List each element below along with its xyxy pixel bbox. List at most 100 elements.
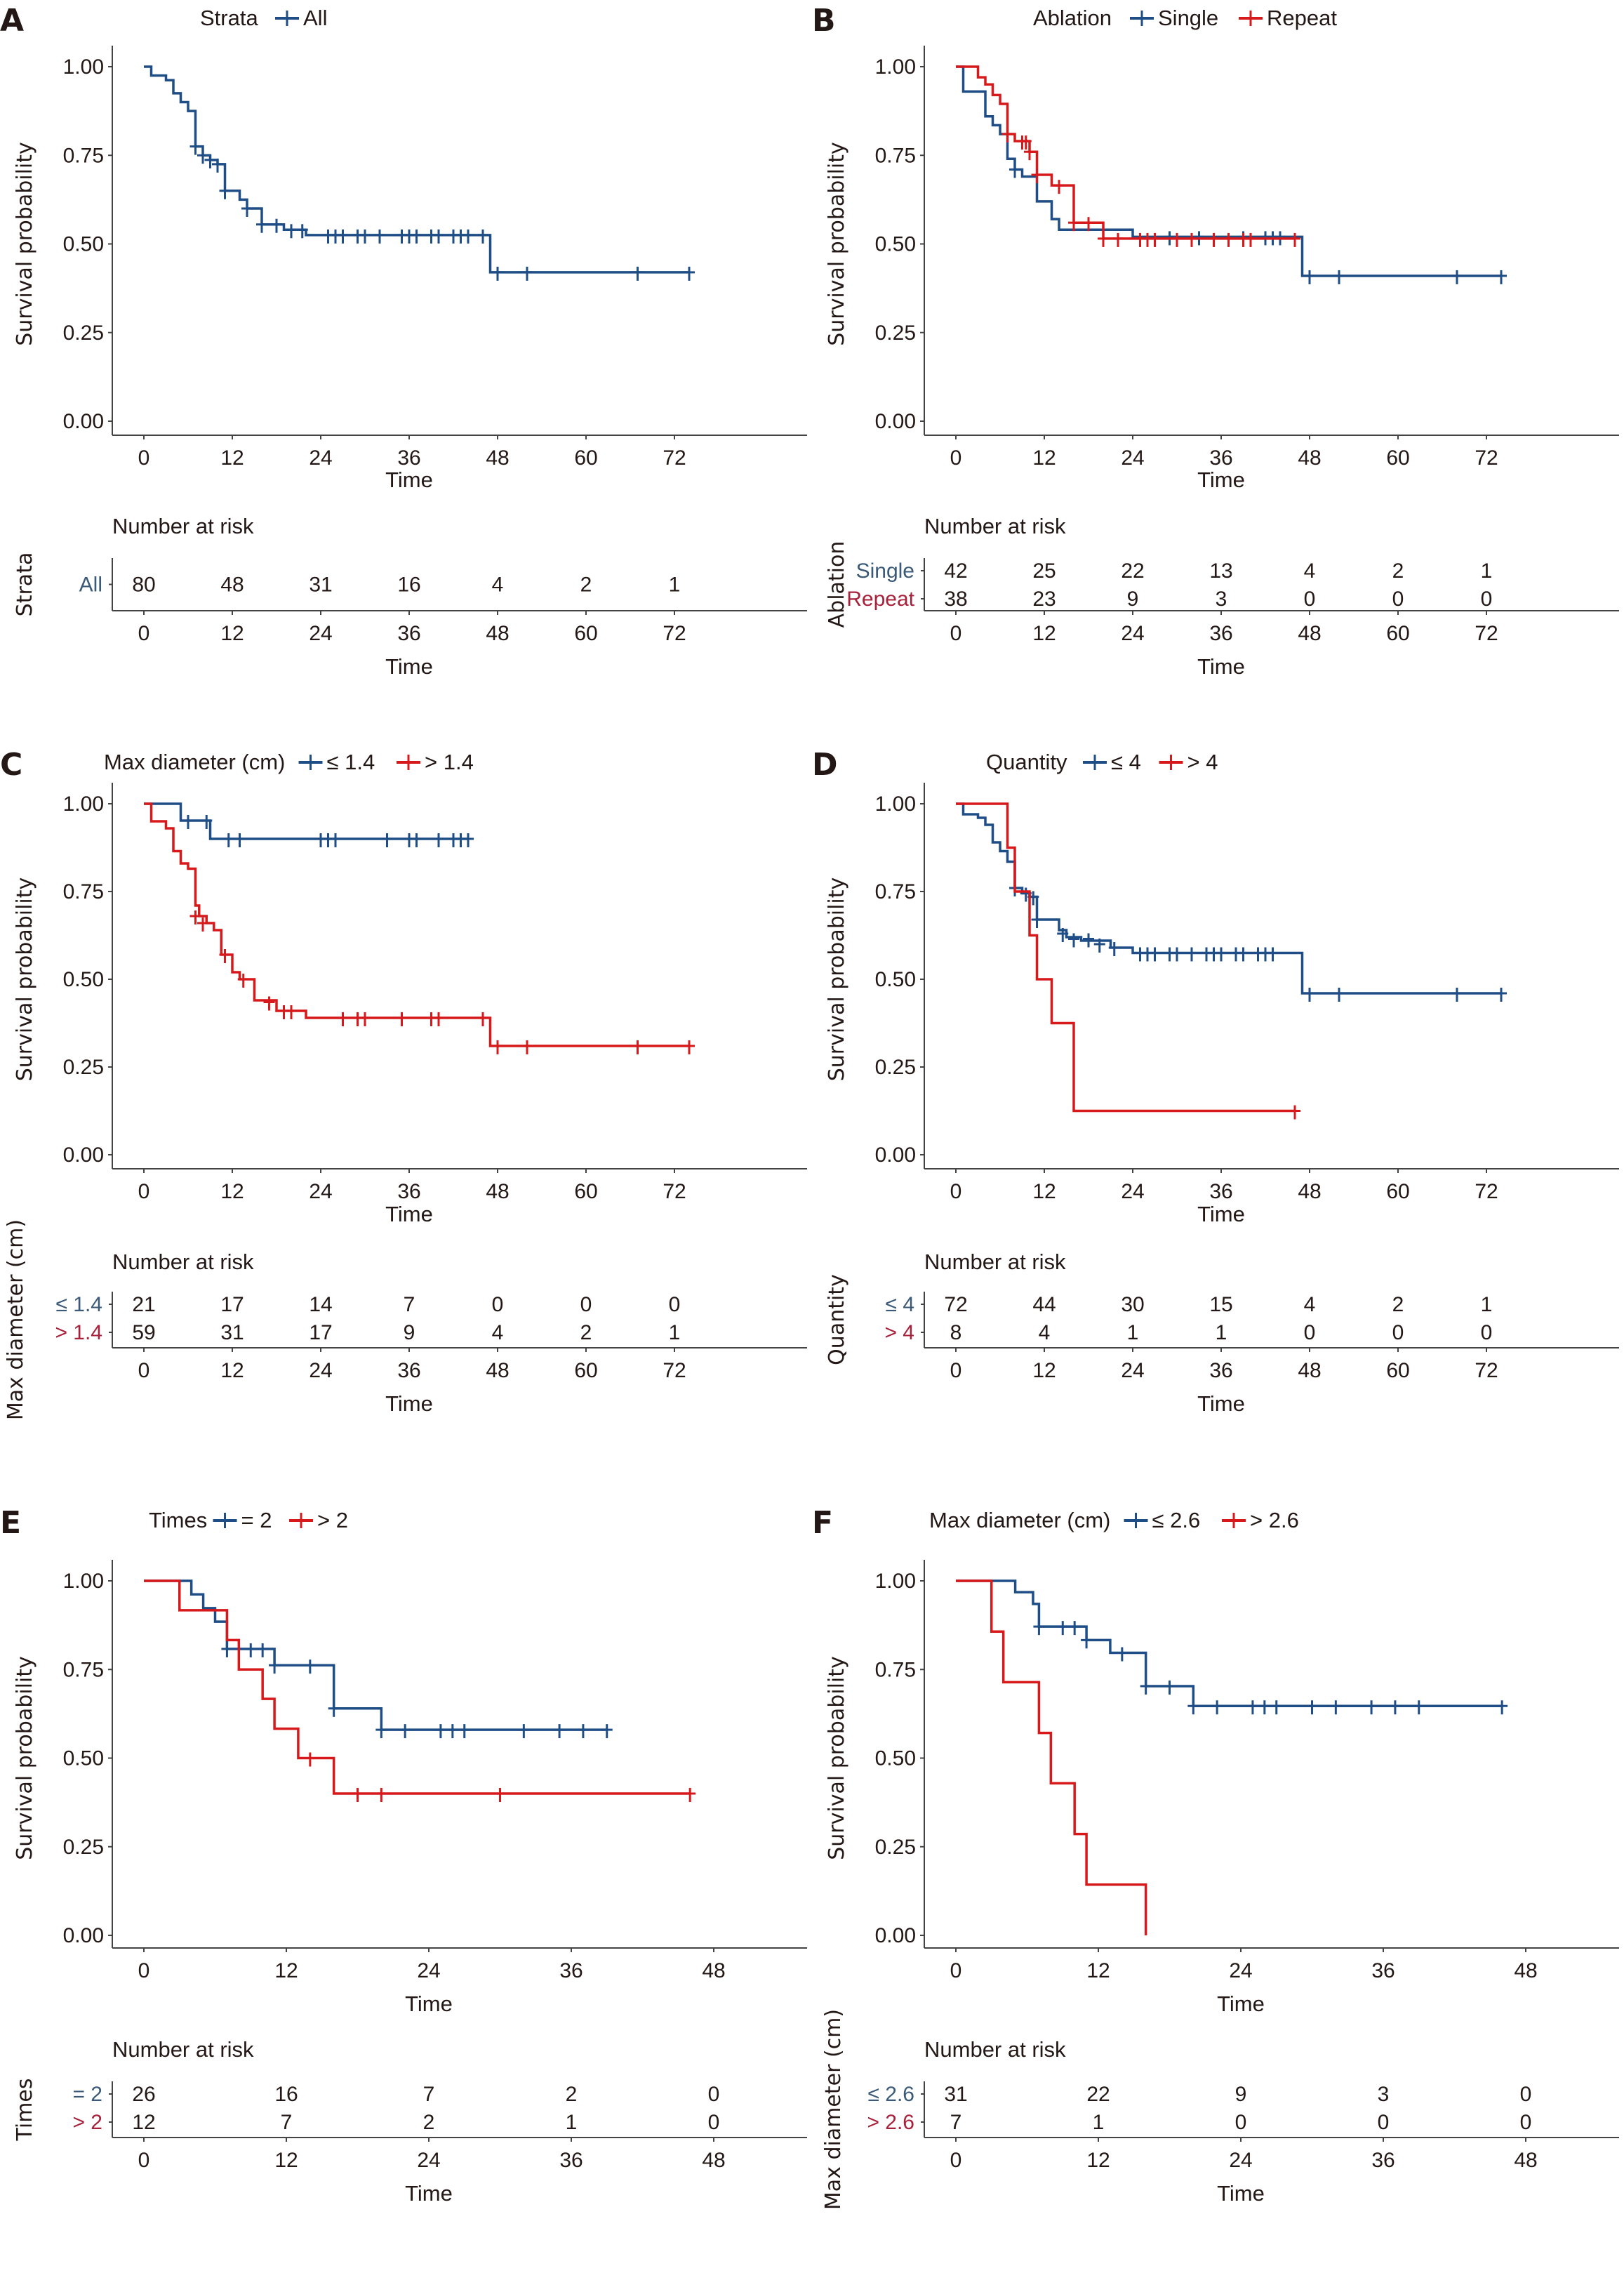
panel-a: A Strata All 0.00 0.25 0.50 0.75 1.00 0 12 24 36 48 6…	[0, 0, 812, 702]
risk-value: 44	[1032, 1293, 1056, 1316]
risk-row-label: Single	[856, 559, 914, 583]
risk-x-tick-label: 60	[574, 1359, 597, 1382]
censor-mark	[1081, 1634, 1093, 1649]
risk-value: 72	[944, 1293, 967, 1316]
censor-mark	[330, 229, 341, 244]
risk-row-label: Repeat	[846, 588, 914, 611]
censor-mark	[1270, 1700, 1282, 1715]
censor-mark	[1083, 933, 1094, 948]
risk-value: 31	[309, 574, 332, 597]
legend-label: > 2	[317, 1508, 348, 1532]
censor-mark	[237, 974, 249, 988]
y-axis-title: Survival probability	[13, 142, 37, 346]
censor-mark	[315, 833, 326, 847]
censor-mark	[1208, 232, 1220, 247]
censor-mark	[396, 1012, 408, 1026]
censor-mark	[1134, 232, 1146, 247]
censor-mark	[322, 833, 334, 847]
y-tick-label: 0.50	[63, 233, 104, 256]
legend-item-1: Repeat	[1239, 6, 1337, 30]
risk-value: 1	[1481, 559, 1493, 583]
x-tick-label: 12	[274, 1959, 298, 1982]
censor-mark	[1068, 217, 1079, 232]
risk-y-axis-title: Quantity	[825, 1274, 849, 1365]
risk-value: 2	[423, 2111, 435, 2134]
risk-value: 0	[1481, 588, 1493, 611]
risk-value: 42	[944, 559, 967, 583]
risk-table-title: Number at risk	[924, 514, 1066, 538]
survival-curve-0	[144, 802, 468, 840]
panel-f: F Max diameter (cm) ≤ 2.6 > 2.6 0.00 0.25 0.50…	[812, 1502, 1624, 2273]
x-tick-label: 12	[1032, 1180, 1056, 1203]
risk-x-tick-label: 72	[1475, 1359, 1498, 1382]
risk-x-tick-label: 72	[1475, 622, 1498, 645]
risk-value: 16	[274, 2083, 298, 2106]
y-tick-label: 0.50	[875, 1747, 916, 1770]
panel-letter: A	[0, 3, 24, 39]
legend-item-1: > 4	[1159, 750, 1218, 774]
risk-x-tick-label: 0	[138, 2149, 150, 2172]
risk-value: 1	[669, 574, 681, 597]
risk-value: 22	[1121, 559, 1144, 583]
x-axis-title: Time	[1197, 468, 1245, 492]
risk-value: 9	[1235, 2083, 1247, 2106]
x-tick-label: 60	[1386, 446, 1409, 470]
risk-y-axis-title: Strata	[13, 552, 37, 617]
survival-curve-0	[144, 1579, 607, 1731]
risk-x-tick-label: 60	[1386, 622, 1409, 645]
y-tick-label: 0.75	[63, 144, 104, 167]
legend-label: = 2	[241, 1508, 272, 1532]
risk-x-tick-label: 36	[397, 1359, 420, 1382]
legend: Quantity ≤ 4 > 4	[986, 750, 1218, 774]
x-tick-label: 0	[138, 1959, 150, 1982]
x-tick-label: 36	[397, 446, 420, 470]
risk-value: 59	[132, 1321, 155, 1344]
panel-letter: D	[812, 747, 838, 783]
legend-label: ≤ 1.4	[327, 750, 375, 774]
panel-e: E Times = 2 > 2 0.00 0.25 0.50 0.75 1.00 0 12 24 36 4…	[0, 1502, 812, 2273]
risk-value: 17	[309, 1321, 332, 1344]
risk-table-title: Number at risk	[112, 514, 254, 538]
censor-mark	[1306, 1700, 1318, 1715]
risk-value: 0	[1235, 2111, 1247, 2134]
censor-mark	[1245, 232, 1256, 247]
risk-table-title: Number at risk	[924, 1250, 1066, 1274]
risk-value: 0	[1304, 1321, 1316, 1344]
risk-table-title: Number at risk	[112, 1250, 254, 1274]
x-tick-label: 24	[309, 1180, 332, 1203]
risk-value: 4	[492, 574, 504, 597]
censor-mark	[1108, 942, 1120, 956]
panel-d: D Quantity ≤ 4 > 4 0.00 0.25 0.50 0.75 1.00 0 12 24…	[812, 744, 1624, 1467]
risk-table: Number at risk≤ 1.4 21 17 14 7 0 0 0> 1.4 59 31 17…	[4, 1219, 807, 1420]
censor-mark	[1208, 947, 1220, 962]
x-tick-label: 72	[1475, 1180, 1498, 1203]
censor-mark	[462, 229, 474, 244]
censor-mark	[352, 1012, 364, 1026]
risk-value: 13	[1209, 559, 1232, 583]
censor-mark	[1389, 1700, 1401, 1715]
x-tick-label: 36	[1209, 1180, 1232, 1203]
risk-value: 0	[1392, 1321, 1404, 1344]
censor-mark	[1171, 947, 1183, 962]
censor-mark	[352, 229, 364, 244]
censor-mark	[1149, 947, 1161, 962]
risk-table: Number at risk = 2 26 16 7 2 0 > 2 12 7 2 1 0 0 12 24 36…	[13, 2037, 807, 2206]
y-axis-title: Survival probability	[825, 877, 849, 1082]
risk-x-tick-label: 36	[559, 2149, 583, 2172]
risk-x-tick-label: 48	[702, 2149, 725, 2172]
censor-mark	[1033, 1621, 1045, 1636]
legend-title: Ablation	[1033, 6, 1112, 30]
panel-letter: F	[812, 1505, 833, 1541]
risk-value: 31	[944, 2083, 967, 2106]
risk-x-tick-label: 24	[417, 2149, 440, 2172]
legend-label: ≤ 4	[1111, 750, 1141, 774]
censor-mark	[1009, 164, 1020, 178]
censor-mark	[381, 833, 393, 847]
censor-mark	[375, 1788, 387, 1802]
risk-value: 1	[566, 2111, 578, 2134]
censor-mark	[234, 833, 246, 847]
risk-value: 17	[220, 1293, 244, 1316]
risk-x-tick-label: 36	[1209, 622, 1232, 645]
censor-mark	[477, 1012, 488, 1026]
risk-x-tick-label: 24	[1121, 1359, 1144, 1382]
